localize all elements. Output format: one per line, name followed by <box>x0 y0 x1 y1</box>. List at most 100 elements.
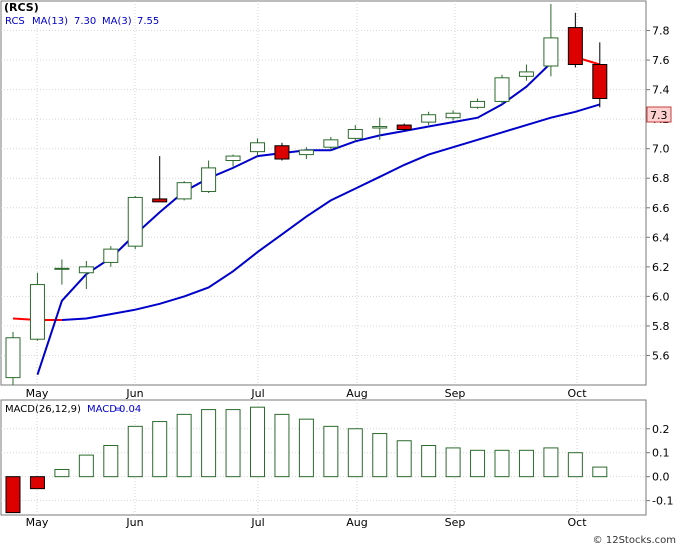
candle <box>250 138 265 157</box>
macd-panel: -0.1 0.0 0.1 0.2 May Jun Jul Aug Sep Oct MACD(26… <box>0 399 673 529</box>
macd-x-tick-label: Sep <box>445 516 466 529</box>
macd-bar <box>250 406 265 478</box>
last-price-tag-text: 7.3 <box>650 109 668 122</box>
macd-x-tick-label: Jun <box>125 516 143 529</box>
macd-bar <box>396 440 412 478</box>
macd-bar <box>78 454 94 478</box>
candle <box>592 42 608 108</box>
ma13-line-path <box>36 62 552 376</box>
price-x-axis: May Jun Jul Aug Sep Oct <box>26 387 588 400</box>
macd-bar <box>201 409 217 478</box>
macd-x-tick-label: Oct <box>567 516 587 529</box>
candle <box>201 160 217 193</box>
price-x-tick-label: Aug <box>346 387 367 400</box>
macd-x-tick-label: May <box>26 516 49 529</box>
macd-bar <box>347 428 363 478</box>
macd-x-tick-label: Jul <box>250 516 264 529</box>
macd-bar <box>323 425 339 478</box>
candle-body <box>54 267 70 270</box>
legend-ticker: RCS <box>5 16 25 27</box>
macd-y-tick-label: 0.1 <box>652 447 670 460</box>
macd-bar <box>152 421 168 478</box>
price-y-tick-label: 7.6 <box>652 54 670 67</box>
candle-body <box>250 142 265 153</box>
last-price-tag: 7.3 <box>646 106 672 123</box>
macd-legend-name: MACD <box>87 404 117 415</box>
candle-body <box>494 77 510 102</box>
macd-bar <box>29 476 45 490</box>
candle <box>54 259 70 285</box>
candle-body <box>29 284 45 340</box>
candle <box>176 181 192 201</box>
macd-bar <box>298 418 314 478</box>
price-y-tick-label: 6.4 <box>652 231 670 244</box>
candle-body <box>103 248 119 263</box>
candle-body <box>152 198 168 203</box>
legend-ma3-name: MA(3) <box>102 16 132 27</box>
candle <box>347 125 363 142</box>
macd-bar <box>494 449 510 478</box>
candlestick-series <box>5 3 608 385</box>
candle-body <box>347 128 363 139</box>
macd-bar <box>127 425 143 478</box>
price-x-tick-label: Jul <box>250 387 264 400</box>
price-x-tick-label: May <box>26 387 49 400</box>
macd-bar <box>543 447 559 478</box>
macd-y-tick-label: 0.2 <box>652 423 670 436</box>
macd-bar <box>274 413 290 478</box>
price-gridlines <box>1 1 646 385</box>
price-y-axis: 5.65.86.06.26.46.66.87.07.27.47.67.8 <box>646 25 670 362</box>
candle-body <box>470 100 486 108</box>
macd-title: MACD(26,12,9) <box>5 404 81 415</box>
candle-body <box>78 266 94 274</box>
candle <box>5 331 21 385</box>
candle <box>543 3 559 77</box>
candle <box>494 74 510 105</box>
last-price-tag-bg <box>646 106 672 123</box>
macd-bar <box>518 449 534 478</box>
candle-body <box>274 145 290 160</box>
candle <box>225 154 241 167</box>
candle <box>445 110 461 121</box>
price-y-tick-label: 6.8 <box>652 172 670 185</box>
price-x-tick-label: Sep <box>445 387 466 400</box>
candle-body <box>445 112 461 119</box>
macd-bar <box>176 413 192 478</box>
ma3-line-path <box>61 103 601 321</box>
price-panel: 5.65.86.06.26.46.66.87.07.27.47.67.8 May… <box>0 0 672 400</box>
macd-bar <box>421 445 437 478</box>
candle-body <box>518 71 534 77</box>
macd-y-axis: -0.1 0.0 0.1 0.2 <box>646 423 673 508</box>
candle-body <box>372 126 388 129</box>
macd-legend-eq: = <box>114 404 122 415</box>
candle-body <box>543 37 559 67</box>
candle <box>518 64 534 81</box>
candle <box>29 272 45 341</box>
candle <box>567 12 583 68</box>
macd-bar <box>470 449 486 478</box>
macd-x-axis: May Jun Jul Aug Sep Oct <box>26 516 588 529</box>
macd-bar <box>445 447 461 478</box>
candle-body <box>421 114 437 123</box>
candle <box>152 156 168 203</box>
price-y-tick-label: 6.0 <box>652 290 670 303</box>
macd-y-tick-label: 0.0 <box>652 471 670 484</box>
macd-y-tick-label: -0.1 <box>652 495 673 508</box>
macd-legend-value: 0.04 <box>119 404 141 415</box>
candle-body <box>298 149 314 156</box>
legend-ma3-value: 7.55 <box>137 16 159 27</box>
candle <box>396 123 412 131</box>
candle <box>421 111 437 126</box>
price-y-tick-label: 6.2 <box>652 261 670 274</box>
candle <box>323 136 339 151</box>
macd-bar <box>103 445 119 478</box>
candle-body <box>127 196 143 247</box>
candle-body <box>567 27 583 66</box>
macd-bar <box>372 433 388 478</box>
candle-body <box>225 155 241 162</box>
candle-body <box>5 337 21 379</box>
candle-body <box>176 182 192 200</box>
chart-title: (RCS) <box>4 1 39 14</box>
price-x-tick-label: Oct <box>567 387 587 400</box>
